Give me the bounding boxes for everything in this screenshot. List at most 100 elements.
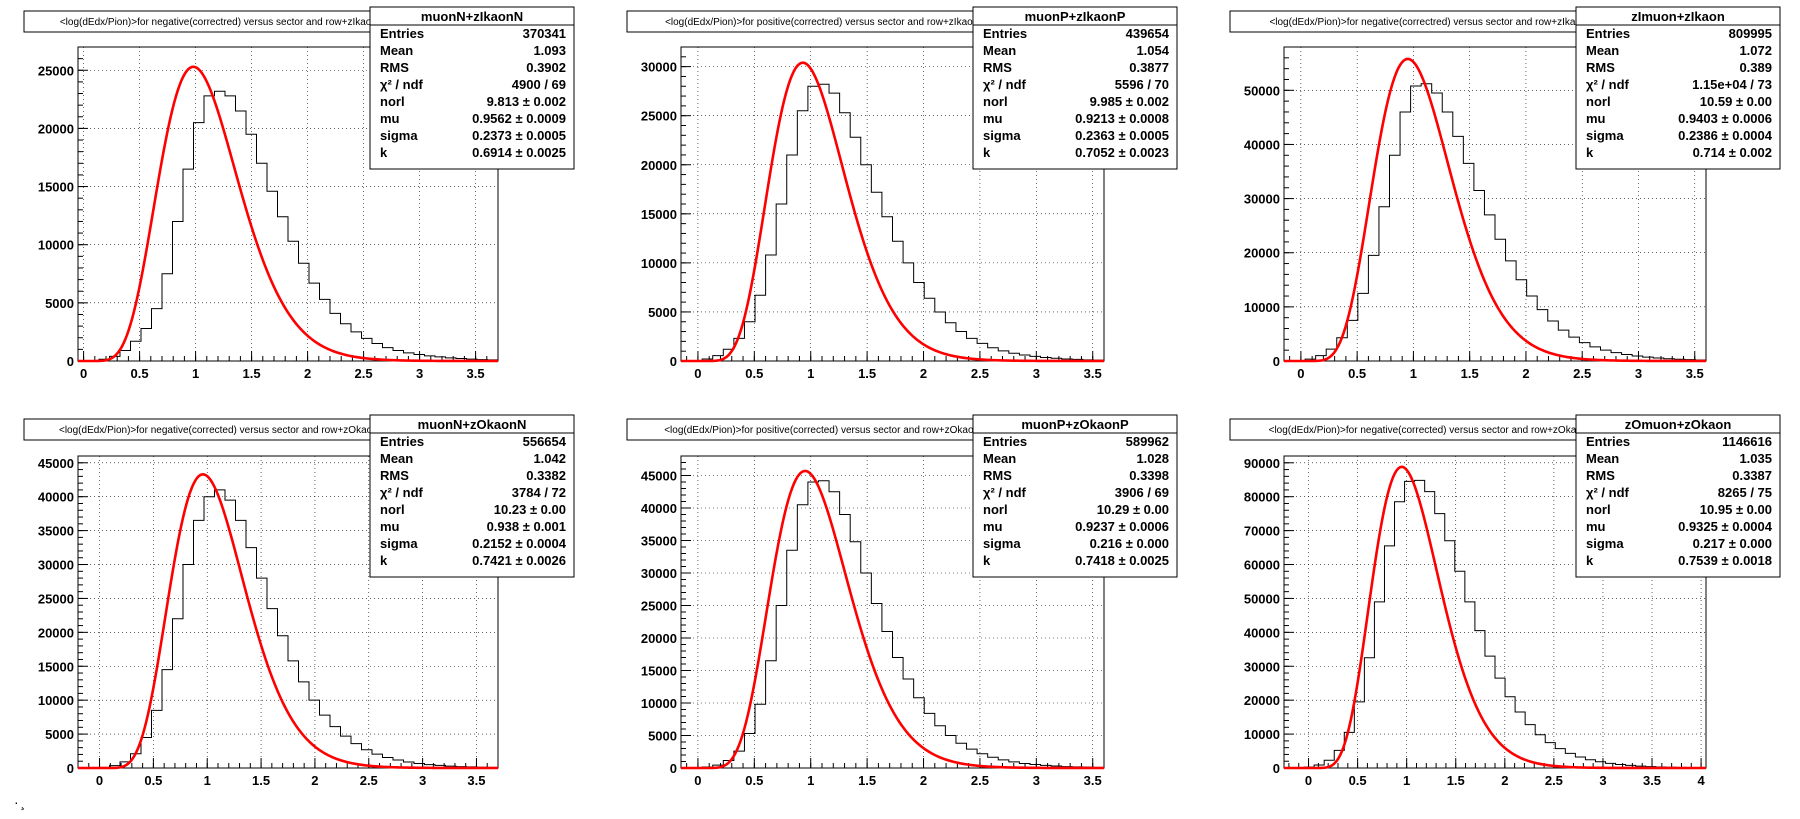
y-tick-label: 45000 bbox=[641, 469, 677, 484]
x-tick-label: 3 bbox=[416, 366, 423, 381]
histogram-name: muonN+zOkaonN bbox=[418, 417, 527, 432]
fit-curve bbox=[78, 65, 498, 363]
x-tick-label: 2 bbox=[311, 773, 318, 788]
x-tick-label: 0.5 bbox=[1348, 366, 1366, 381]
stat-label: Mean bbox=[983, 43, 1016, 58]
x-tick-label: 1 bbox=[807, 366, 814, 381]
fit-curve bbox=[681, 469, 1104, 770]
stat-value: 1.035 bbox=[1739, 451, 1772, 466]
stat-value: 8265 / 75 bbox=[1718, 485, 1772, 500]
stat-value: 0.7539 ± 0.0018 bbox=[1678, 553, 1772, 568]
fit-curve bbox=[78, 473, 498, 770]
stat-value: 0.2373 ± 0.0005 bbox=[472, 128, 566, 143]
stat-value: 0.6914 ± 0.0025 bbox=[472, 145, 566, 160]
y-tick-label: 40000 bbox=[38, 490, 74, 505]
stats-box bbox=[972, 6, 1178, 170]
x-tick-label: 3 bbox=[1635, 366, 1642, 381]
stat-value: 0.938 ± 0.001 bbox=[487, 519, 566, 534]
page-mark: · ̧ bbox=[14, 794, 23, 810]
stat-label: mu bbox=[1586, 519, 1606, 534]
y-tick-label: 15000 bbox=[641, 207, 677, 222]
histogram-name: muonP+zOkaonP bbox=[1021, 417, 1129, 432]
chart-panel: 0 0.5 1 1.5 2 2.5 3 3.5 0 5000 10000 15000 20000 2500… bbox=[23, 414, 575, 788]
stat-value: 809995 bbox=[1729, 26, 1772, 41]
stats-box bbox=[972, 414, 1178, 578]
y-tick-label: 15000 bbox=[641, 664, 677, 679]
y-tick-label: 50000 bbox=[1244, 83, 1280, 98]
stat-value: 1.028 bbox=[1136, 451, 1169, 466]
histogram-name: zImuon+zIkaon bbox=[1631, 9, 1725, 24]
y-tick-label: 5000 bbox=[648, 729, 677, 744]
x-tick-label: 3.5 bbox=[1084, 773, 1102, 788]
stat-value: 0.3398 bbox=[1129, 468, 1169, 483]
stat-label: RMS bbox=[380, 468, 409, 483]
y-tick-label: 15000 bbox=[38, 180, 74, 195]
stat-label: mu bbox=[380, 519, 400, 534]
stat-label: norl bbox=[1586, 94, 1611, 109]
stats-box bbox=[369, 414, 575, 578]
stat-value: 0.2363 ± 0.0005 bbox=[1075, 128, 1169, 143]
x-tick-label: 1 bbox=[204, 773, 211, 788]
y-tick-label: 20000 bbox=[641, 631, 677, 646]
x-tick-label: 2.5 bbox=[971, 773, 989, 788]
stats-box bbox=[1575, 414, 1781, 578]
stat-label: χ² / ndf bbox=[380, 77, 424, 92]
x-tick-label: 0 bbox=[694, 366, 701, 381]
histogram-name: muonP+zIkaonP bbox=[1025, 9, 1126, 24]
x-tick-label: 3.5 bbox=[1643, 773, 1661, 788]
y-tick-label: 45000 bbox=[38, 456, 74, 471]
plot-title: <log(dEdx/Pion)>for negative(correctred)… bbox=[1269, 17, 1586, 28]
histogram-series bbox=[78, 489, 498, 769]
fit-curve bbox=[1284, 57, 1706, 363]
stat-value: 0.714 ± 0.002 bbox=[1693, 145, 1772, 160]
x-tick-label: 2.5 bbox=[971, 366, 989, 381]
stat-value: 10.29 ± 0.00 bbox=[1097, 502, 1169, 517]
stat-value: 1.042 bbox=[533, 451, 566, 466]
stat-label: χ² / ndf bbox=[983, 77, 1027, 92]
y-tick-label: 20000 bbox=[38, 625, 74, 640]
x-tick-label: 2.5 bbox=[1573, 366, 1591, 381]
stat-value: 0.9213 ± 0.0008 bbox=[1075, 111, 1169, 126]
x-tick-label: 1.5 bbox=[1447, 773, 1465, 788]
x-tick-label: 3 bbox=[1599, 773, 1606, 788]
stat-value: 9.985 ± 0.002 bbox=[1090, 94, 1169, 109]
stat-label: Entries bbox=[1586, 434, 1630, 449]
y-tick-label: 25000 bbox=[641, 599, 677, 614]
stats-box bbox=[369, 6, 575, 170]
y-tick-label: 0 bbox=[67, 761, 74, 776]
histogram-name: muonN+zIkaonN bbox=[421, 9, 523, 24]
histogram-series bbox=[78, 90, 498, 362]
y-tick-label: 0 bbox=[670, 761, 677, 776]
stat-label: k bbox=[983, 145, 991, 160]
x-tick-label: 0.5 bbox=[1349, 773, 1367, 788]
y-tick-label: 5000 bbox=[648, 305, 677, 320]
x-tick-label: 0.5 bbox=[131, 366, 149, 381]
stat-label: k bbox=[380, 145, 388, 160]
x-tick-label: 3.5 bbox=[467, 773, 485, 788]
y-tick-label: 0 bbox=[1273, 761, 1280, 776]
x-tick-label: 1.5 bbox=[858, 773, 876, 788]
stat-label: RMS bbox=[1586, 468, 1615, 483]
stat-label: Entries bbox=[380, 26, 424, 41]
x-tick-label: 0.5 bbox=[745, 773, 763, 788]
stat-label: Entries bbox=[380, 434, 424, 449]
stat-value: 0.7421 ± 0.0026 bbox=[472, 553, 566, 568]
plot-title: <log(dEdx/Pion)>for negative(corrected) … bbox=[59, 425, 385, 436]
stat-value: 1.054 bbox=[1136, 43, 1169, 58]
stat-label: χ² / ndf bbox=[1586, 485, 1630, 500]
stat-label: norl bbox=[380, 502, 405, 517]
stat-value: 0.9325 ± 0.0004 bbox=[1678, 519, 1773, 534]
stat-value: 10.59 ± 0.00 bbox=[1700, 94, 1772, 109]
stat-value: 439654 bbox=[1126, 26, 1170, 41]
histogram-series bbox=[1284, 83, 1706, 362]
x-tick-label: 1.5 bbox=[252, 773, 270, 788]
x-tick-label: 2.5 bbox=[355, 366, 373, 381]
stat-value: 0.9237 ± 0.0006 bbox=[1075, 519, 1169, 534]
stat-label: Entries bbox=[983, 26, 1027, 41]
stat-label: RMS bbox=[1586, 60, 1615, 75]
stat-value: 10.23 ± 0.00 bbox=[494, 502, 566, 517]
stat-label: k bbox=[983, 553, 991, 568]
x-tick-label: 1 bbox=[1410, 366, 1417, 381]
y-tick-label: 10000 bbox=[1244, 727, 1280, 742]
